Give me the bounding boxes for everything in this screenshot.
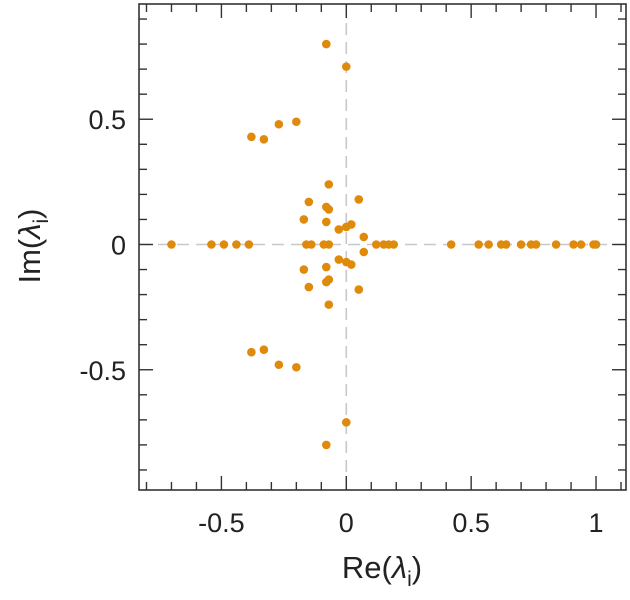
data-point	[371, 240, 381, 249]
data-point	[232, 240, 241, 249]
data-point	[354, 195, 364, 204]
data-point	[274, 119, 284, 129]
x-axis-label-main: Re(	[342, 550, 393, 585]
data-point	[247, 132, 256, 142]
axis-ticks	[139, 4, 626, 490]
y-tick-label: -0.5	[79, 356, 126, 386]
x-axis-label: Re(λi)	[342, 550, 422, 591]
data-point	[324, 180, 334, 189]
data-point	[259, 345, 269, 355]
x-tick-label: 0	[339, 508, 354, 538]
data-point	[446, 240, 456, 249]
data-point	[322, 262, 331, 272]
data-point	[591, 240, 601, 249]
data-point	[474, 240, 483, 249]
y-axis-label-sub: i	[30, 219, 53, 224]
data-point	[299, 265, 309, 274]
data-point	[304, 197, 314, 207]
y-axis-label-close: )	[12, 208, 47, 218]
data-point	[359, 247, 369, 257]
data-point	[501, 240, 511, 249]
data-point	[322, 217, 331, 227]
data-point	[324, 205, 334, 214]
data-point	[244, 240, 254, 249]
x-tick-label: -0.5	[198, 508, 245, 538]
data-point	[354, 285, 364, 294]
data-point	[322, 39, 331, 49]
data-point	[292, 362, 301, 372]
y-axis-label-main: Im(	[12, 238, 47, 283]
data-point	[334, 225, 344, 234]
data-point	[389, 240, 399, 249]
data-point	[292, 117, 301, 127]
x-axis-label-close: )	[412, 550, 422, 585]
data-point	[299, 215, 309, 224]
data-point	[569, 240, 578, 249]
plot-frame	[138, 3, 627, 491]
data-point	[167, 240, 176, 249]
data-point	[247, 347, 256, 357]
data-point	[322, 440, 331, 450]
data-point	[324, 275, 334, 284]
data-point	[307, 240, 316, 249]
data-point	[219, 240, 229, 249]
data-point	[346, 260, 356, 269]
data-point	[341, 62, 351, 71]
data-point	[274, 360, 284, 370]
data-point	[207, 240, 216, 249]
y-tick-label: 0	[111, 230, 126, 260]
y-axis-label-symbol: λ	[12, 223, 47, 240]
data-point	[484, 240, 493, 249]
data-points	[167, 39, 601, 450]
data-point	[334, 255, 344, 264]
data-point	[304, 282, 314, 292]
data-point	[551, 240, 561, 249]
data-point	[516, 240, 526, 249]
data-point	[341, 418, 351, 427]
data-point	[259, 134, 269, 144]
tick-labels: -0.5 0 0.5 1 0.5 0 -0.5	[79, 105, 603, 538]
data-point	[576, 240, 586, 249]
data-point	[324, 240, 334, 249]
y-axis-label: Im(λi)	[12, 208, 53, 283]
data-point	[324, 300, 334, 309]
x-tick-label: 0.5	[452, 508, 490, 538]
x-axis-label-sub: i	[407, 568, 412, 591]
y-tick-label: 0.5	[88, 105, 126, 135]
x-tick-label: 1	[589, 508, 604, 538]
x-axis-label-symbol: λ	[390, 550, 407, 585]
data-point	[531, 240, 541, 249]
data-point	[346, 220, 356, 229]
data-point	[359, 232, 369, 242]
